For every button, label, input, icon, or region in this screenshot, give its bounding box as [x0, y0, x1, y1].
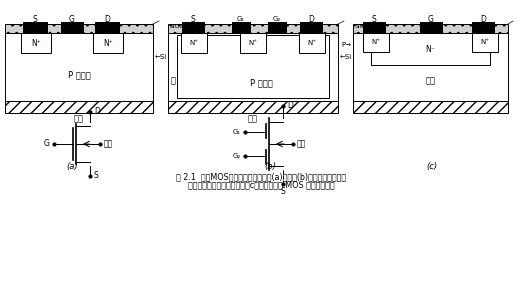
Bar [181, 33, 207, 53]
Text: 图 2.1  高频MOS晶体管的剖面和符号(a)单栅型(b)级联复栅型，实际: 图 2.1 高频MOS晶体管的剖面和符号(a)单栅型(b)级联复栅型，实际 [176, 172, 346, 181]
Text: P 型衬底: P 型衬底 [67, 70, 90, 80]
Bar [472, 22, 494, 33]
Text: 衬底: 衬底 [426, 76, 436, 85]
Text: N⁺: N⁺ [308, 40, 316, 46]
Bar [299, 33, 325, 53]
Bar [5, 33, 153, 101]
Text: SiO₂: SiO₂ [170, 24, 183, 28]
Text: G: G [69, 14, 75, 24]
Text: 衬底: 衬底 [297, 139, 306, 149]
Text: G: G [428, 14, 434, 24]
Text: S: S [281, 187, 286, 195]
Text: N⁺: N⁺ [481, 39, 490, 45]
Text: 底座: 底座 [248, 114, 258, 124]
Text: N⁺: N⁺ [103, 39, 113, 47]
Text: N⁺: N⁺ [31, 39, 41, 47]
Bar [23, 22, 47, 33]
Text: N⁺: N⁺ [189, 40, 199, 46]
Bar [353, 101, 508, 113]
Bar [21, 33, 51, 53]
Text: (c): (c) [426, 162, 438, 170]
Bar [232, 22, 250, 33]
Bar [268, 22, 286, 33]
Bar [472, 33, 498, 52]
Text: 底座: 底座 [74, 114, 84, 124]
Text: S: S [32, 14, 37, 24]
Text: S: S [372, 14, 377, 24]
Bar [182, 22, 204, 33]
Text: S: S [190, 14, 196, 24]
Text: N⁻: N⁻ [426, 45, 435, 53]
Text: (b): (b) [264, 162, 276, 170]
Bar [300, 22, 322, 33]
Text: D: D [308, 14, 314, 24]
Text: G₂: G₂ [233, 153, 241, 159]
Text: G₂: G₂ [273, 16, 281, 22]
Bar [168, 24, 338, 33]
Bar [353, 24, 508, 33]
Text: G₁: G₁ [237, 16, 245, 22]
Bar [5, 101, 153, 113]
Bar [240, 33, 266, 53]
Bar [371, 33, 490, 65]
Text: (a): (a) [66, 162, 78, 170]
Bar [177, 35, 329, 98]
Text: N⁺: N⁺ [371, 39, 381, 45]
Text: G₁: G₁ [233, 129, 241, 135]
Bar [363, 33, 389, 52]
Text: N⁺: N⁺ [248, 40, 257, 46]
Text: 上多作成以漏为中心的环状（c）双扩散单栅 MOS 场效应晶体管: 上多作成以漏为中心的环状（c）双扩散单栅 MOS 场效应晶体管 [188, 181, 334, 189]
Text: ←Si: ←Si [155, 54, 167, 60]
Bar [420, 22, 442, 33]
Text: 岛: 岛 [170, 76, 176, 85]
Bar [353, 33, 508, 101]
Text: ←Si: ←Si [340, 54, 353, 60]
Bar [93, 33, 123, 53]
Text: SiO₂: SiO₂ [355, 24, 368, 28]
Text: P 型衬底: P 型衬底 [249, 78, 272, 87]
Text: S: S [94, 172, 99, 181]
Bar [61, 22, 83, 33]
Bar [168, 101, 338, 113]
Bar [168, 33, 338, 101]
Bar [95, 22, 119, 33]
Text: D: D [104, 14, 110, 24]
Text: D: D [480, 14, 486, 24]
Text: P→: P→ [341, 42, 351, 48]
Text: 衬底: 衬底 [104, 139, 113, 149]
Text: D: D [287, 101, 293, 110]
Bar [5, 24, 153, 33]
Bar [363, 22, 385, 33]
Text: G: G [44, 139, 50, 149]
Text: D: D [94, 108, 100, 116]
